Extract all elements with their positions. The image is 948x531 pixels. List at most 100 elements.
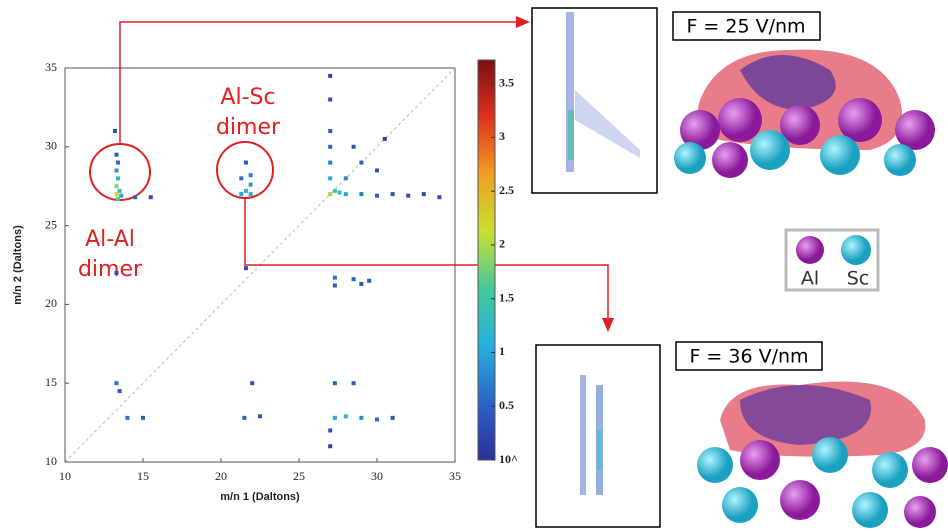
point <box>328 176 333 181</box>
annotation: dimer <box>78 257 143 282</box>
point <box>133 195 138 200</box>
x-tick-label: 10 <box>59 469 71 483</box>
point <box>125 415 130 420</box>
point <box>141 415 145 420</box>
point <box>343 176 348 181</box>
point <box>367 278 372 283</box>
colorbar-tick-label: 2 <box>499 237 505 251</box>
point <box>114 168 119 173</box>
field-label: F = 25 V/nm <box>686 16 805 38</box>
point <box>243 188 248 193</box>
colorbar-tick-label: 0.5 <box>499 398 514 412</box>
point <box>359 192 364 197</box>
point <box>337 190 342 195</box>
point <box>351 277 356 282</box>
x-tick-label: 20 <box>215 469 227 483</box>
colorbar-tick-label: 10^ <box>499 452 518 466</box>
point <box>351 381 356 386</box>
annotation: dimer <box>216 115 281 140</box>
arrow <box>119 21 520 144</box>
point <box>114 152 119 157</box>
y-tick-label: 20 <box>45 296 57 310</box>
colorbar-tick-label: 3 <box>499 129 505 143</box>
colorbar <box>477 59 496 461</box>
x-tick-label: 15 <box>137 469 149 483</box>
inset-streak <box>566 12 574 172</box>
point <box>248 182 253 187</box>
arrowhead <box>602 318 614 332</box>
point <box>258 414 262 419</box>
point <box>114 270 119 275</box>
field-label: F = 36 V/nm <box>689 346 808 368</box>
y-tick-label: 25 <box>45 217 57 231</box>
arrow <box>244 198 609 322</box>
point <box>375 417 379 422</box>
point <box>382 136 387 141</box>
inset-streak <box>575 90 640 158</box>
point <box>328 428 333 433</box>
molecule-top <box>674 49 935 178</box>
inset-streak <box>597 430 602 470</box>
point <box>437 195 442 200</box>
legend-swatch <box>796 236 824 264</box>
point <box>332 381 337 386</box>
colorbar-tick-label: 1.5 <box>499 290 514 304</box>
legend-label: Al <box>801 268 819 290</box>
point <box>119 193 124 198</box>
point <box>116 176 121 181</box>
inset-streak <box>580 375 586 495</box>
x-tick-label: 30 <box>371 469 383 483</box>
colorbar-tick-label: 1 <box>499 344 505 358</box>
point <box>117 188 122 193</box>
colorbar-tick-label: 2.5 <box>499 183 514 197</box>
inset-top <box>531 7 658 194</box>
point <box>328 129 333 134</box>
point <box>359 281 364 286</box>
point <box>114 381 119 386</box>
point <box>112 129 117 134</box>
point <box>332 415 337 420</box>
point <box>239 192 244 197</box>
point <box>328 73 333 78</box>
point <box>328 192 333 197</box>
point <box>328 444 333 449</box>
field-label-box <box>672 11 821 41</box>
point <box>359 160 364 165</box>
point <box>343 414 348 419</box>
inset-streak <box>568 110 574 160</box>
annotation: Al-Sc <box>220 85 275 110</box>
point <box>375 168 379 173</box>
x-axis-label: m/n 1 (Daltons) <box>220 491 300 503</box>
y-axis-label: m/n 2 (Daltons) <box>12 225 24 305</box>
legend-label: Sc <box>847 268 870 290</box>
legend-swatch <box>841 235 871 265</box>
point <box>351 144 356 149</box>
point <box>390 192 395 197</box>
point <box>332 188 337 193</box>
point <box>343 192 348 197</box>
molecule-bottom <box>697 381 948 528</box>
point <box>375 193 379 198</box>
y-tick-label: 35 <box>45 60 57 74</box>
point <box>328 160 333 165</box>
inset-bottom <box>535 344 661 528</box>
point <box>116 196 121 201</box>
point <box>359 415 364 420</box>
point <box>148 195 153 200</box>
point <box>117 389 122 394</box>
point <box>332 275 337 280</box>
field-label-box <box>675 341 823 371</box>
point <box>390 415 395 420</box>
point <box>406 193 411 198</box>
point <box>243 160 248 165</box>
x-tick-label: 25 <box>293 469 305 483</box>
colorbar-tick-label: 3.5 <box>499 75 514 89</box>
point <box>114 184 119 189</box>
point <box>328 97 333 102</box>
point <box>239 176 244 181</box>
point <box>332 283 337 288</box>
point <box>248 173 253 178</box>
point <box>328 144 333 149</box>
y-tick-label: 30 <box>45 139 57 153</box>
